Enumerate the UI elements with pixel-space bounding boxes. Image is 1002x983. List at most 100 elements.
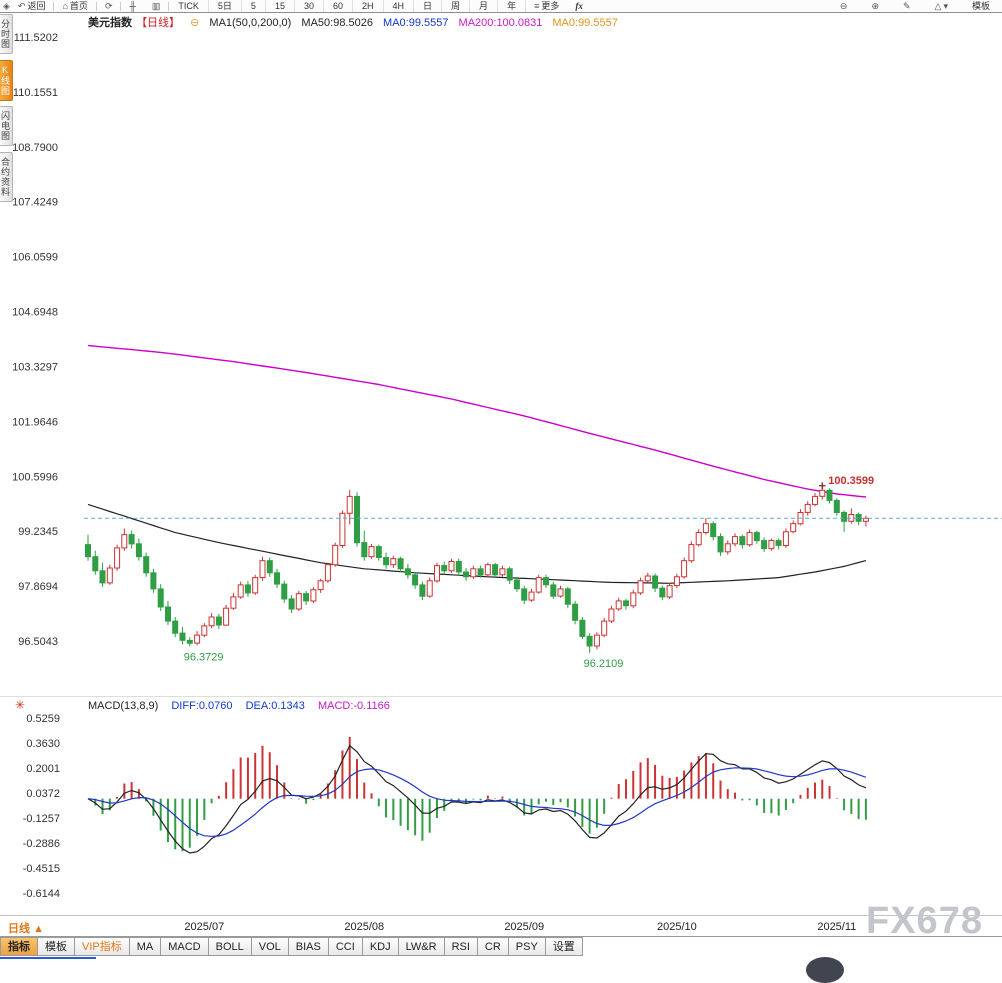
dea-value: DEA:0.1343: [245, 700, 305, 712]
zoom-in-button[interactable]: ⊕: [859, 0, 891, 12]
svg-text:96.2109: 96.2109: [584, 658, 624, 670]
symbol-name: 美元指数: [88, 17, 132, 29]
tab-kdj[interactable]: KDJ: [362, 937, 399, 956]
sidebar-item-timeshare-chart[interactable]: 分时图: [0, 14, 13, 54]
period-15[interactable]: 15: [266, 0, 295, 12]
candlestick-type-button[interactable]: ╫: [121, 0, 143, 12]
toolbar-divider: [168, 1, 170, 11]
tab-cr[interactable]: CR: [477, 937, 509, 956]
toolbar-divider: [53, 1, 55, 11]
zoom-out-button[interactable]: ⊖: [828, 0, 860, 12]
period-flag-label: 日线: [8, 923, 30, 935]
ma-config-label: MA1(50,0,200,0): [209, 17, 292, 29]
svg-text:0.0372: 0.0372: [26, 788, 60, 800]
floating-button[interactable]: [806, 957, 844, 983]
svg-text:+: +: [818, 478, 826, 493]
price-annotations: 96.3729 96.2109 + 100.3599: [184, 475, 874, 670]
tab-psy[interactable]: PSY: [508, 937, 546, 956]
svg-text:100.5996: 100.5996: [12, 471, 58, 483]
chart-header: 美元指数 【日线】 ⊖ MA1(50,0,200,0) MA50:98.5026…: [88, 14, 625, 30]
svg-text:104.6948: 104.6948: [12, 307, 58, 319]
indicator-settings-icon[interactable]: ✳: [15, 698, 26, 712]
svg-text:103.3297: 103.3297: [12, 361, 58, 373]
diff-value: DIFF:0.0760: [171, 700, 233, 712]
back-label: 返回: [27, 1, 46, 11]
caret-up-icon: ▲: [33, 923, 44, 935]
period-5d[interactable]: 5日: [209, 0, 242, 12]
active-tab-underline: [0, 957, 96, 959]
draw-button[interactable]: ✎: [891, 0, 923, 12]
tab-vip-indicators[interactable]: VIP指标: [75, 937, 130, 956]
sidebar-item-kline-chart[interactable]: K线图: [0, 60, 13, 101]
macd-histogram: [94, 737, 867, 852]
ma50-value: MA50:98.5026: [301, 17, 373, 29]
back-button[interactable]: ↶ 返回: [10, 0, 54, 12]
svg-text:99.2345: 99.2345: [18, 526, 58, 538]
tab-boll[interactable]: BOLL: [208, 937, 252, 956]
macd-header: MACD(13,8,9) DIFF:0.0760 DEA:0.1343 MACD…: [88, 700, 400, 712]
tab-templates[interactable]: 模板: [38, 937, 75, 956]
svg-text:2025/10: 2025/10: [657, 921, 697, 933]
period-60[interactable]: 60: [324, 0, 353, 12]
bar-type-button[interactable]: ▥: [144, 0, 169, 12]
svg-text:108.7900: 108.7900: [12, 142, 58, 154]
period-month[interactable]: 月: [470, 0, 499, 12]
ma0-blue-value: MA0:99.5557: [383, 17, 449, 29]
fx-indicator-button[interactable]: fx: [575, 1, 583, 11]
top-toolbar: ◈ ↶ 返回 ⌂ 首页 ⟳ ╫ ▥ TICK 5日 5 15 30 60 2H 4H…: [0, 0, 1002, 13]
svg-text:111.5202: 111.5202: [14, 32, 58, 44]
tab-vol[interactable]: VOL: [251, 937, 289, 956]
svg-text:-0.2886: -0.2886: [23, 838, 60, 850]
tab-cci[interactable]: CCI: [328, 937, 363, 956]
template-button[interactable]: 模板: [971, 1, 990, 11]
sidebar-item-contract-info[interactable]: 合约资料: [0, 152, 13, 202]
home-button[interactable]: ⌂ 首页: [54, 0, 95, 12]
tab-ma[interactable]: MA: [129, 937, 162, 956]
bar-chart-icon: ▥: [151, 1, 161, 11]
svg-text:0.5259: 0.5259: [26, 713, 60, 725]
period-2h[interactable]: 2H: [353, 0, 384, 12]
svg-text:-0.1257: -0.1257: [23, 813, 60, 825]
sidebar-item-lightning-chart[interactable]: 闪电图: [0, 106, 13, 146]
period-week[interactable]: 周: [442, 0, 471, 12]
svg-text:0.2001: 0.2001: [26, 763, 60, 775]
diff-line: [87, 744, 867, 854]
svg-text:101.9646: 101.9646: [12, 416, 58, 428]
toolbar-divider: [95, 1, 97, 11]
svg-text:2025/11: 2025/11: [817, 921, 856, 933]
svg-text:0.3630: 0.3630: [26, 738, 60, 750]
panel-separator: [0, 696, 1002, 697]
tab-bias[interactable]: BIAS: [288, 937, 329, 956]
dea-line: [87, 767, 867, 837]
refresh-button[interactable]: ⟳: [97, 0, 121, 12]
svg-text:100.3599: 100.3599: [828, 475, 874, 487]
refresh-icon: ⟳: [104, 1, 113, 11]
period-4h[interactable]: 4H: [384, 0, 415, 12]
triangle-icon: △: [934, 1, 942, 11]
tab-rsi[interactable]: RSI: [444, 937, 478, 956]
svg-text:110.1551: 110.1551: [13, 87, 58, 99]
period-year[interactable]: 年: [498, 0, 527, 12]
period-day[interactable]: 日: [414, 0, 443, 12]
svg-text:2025/07: 2025/07: [184, 921, 224, 933]
candlestick-series: [85, 485, 869, 653]
period-flag-button[interactable]: 日线 ▲: [8, 920, 44, 936]
tab-lwr[interactable]: LW&R: [398, 937, 445, 956]
tab-indicators[interactable]: 指标: [0, 937, 38, 956]
svg-text:107.4249: 107.4249: [12, 197, 58, 209]
ma200-line: [87, 344, 866, 498]
tab-macd[interactable]: MACD: [161, 937, 209, 956]
svg-text:96.3729: 96.3729: [184, 651, 224, 663]
collapse-icon[interactable]: ⊖: [190, 17, 200, 29]
chevron-down-icon: ▾: [943, 1, 948, 11]
svg-text:2025/08: 2025/08: [344, 921, 384, 933]
period-5[interactable]: 5: [242, 0, 266, 12]
macd-params-label: MACD(13,8,9): [88, 700, 159, 712]
period-30[interactable]: 30: [295, 0, 324, 12]
tab-settings[interactable]: 设置: [545, 937, 583, 956]
period-tick[interactable]: TICK: [169, 0, 209, 12]
more-button[interactable]: ≡ 更多: [526, 0, 567, 12]
shape-button[interactable]: △ ▾: [923, 0, 960, 12]
axis-separator: [0, 915, 1002, 916]
